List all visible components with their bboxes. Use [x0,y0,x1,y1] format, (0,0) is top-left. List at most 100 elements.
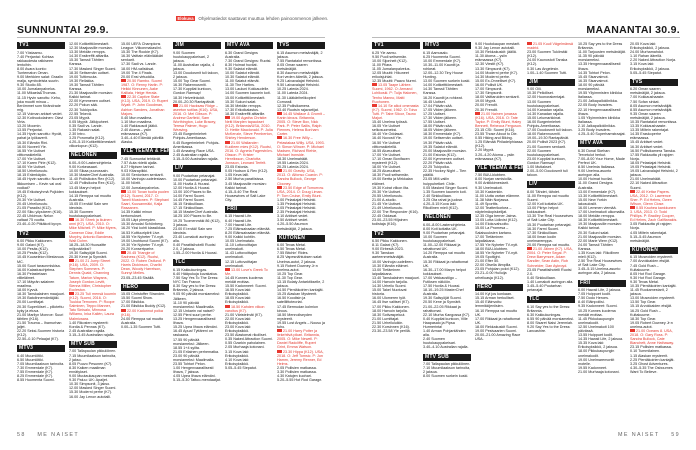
program-item: 21.05 Erilainen perhematka. [173,350,221,354]
program-text: 7.00 Tallapaulan pikkulöinen. [69,349,117,354]
program-text: 14.35 Kaikki minun kertomukset. [121,210,153,219]
program-text: 16.53 Kulttuuripiirit Live. [121,230,161,235]
program-text: 15.00 Takel Nuotuvat historia. [372,288,407,297]
film-marker-icon [277,329,282,333]
program-text: 16.35 Sisarvaimot. [578,78,609,83]
program-item: 16.30 Meidän rempps. [225,104,273,108]
program-text: 9.00 Antiikkimestarit. [475,181,509,186]
legend: Elokuva Ohjelmatiedot saattavat muuttua … [176,16,328,21]
program-text: 12.35 Olga berner Jaima. [475,214,517,219]
program-item: 7.55 Rantatalot remontissa. [277,59,325,63]
program-text: 13.00 Museoiden mysteerit. [630,296,676,301]
program-item: 3.15 Kova laki: Erikoisyksikkö, 2 jaksoa… [630,62,678,70]
program-item: 18.55 1+4 syilta. [173,346,221,350]
program-text: 20.00 Maajussille morsian. [423,148,467,153]
program-text: 21.00 Unelmahäät. [630,177,662,182]
listing-column: TVS 6.15 Asumon metsänäijät, 2 jaksoa. 7.5… [277,42,325,386]
program-item: 2.30 Intro. [69,132,117,136]
program-text: 9.00 Korkeasaari. [69,165,98,170]
program-item: 16.50 Yle Uutiset viittomakielellä. [372,141,420,149]
program-text: 9.25 Laivavalajat Helsinki. [277,79,320,84]
program-item: 13.00 Emmerdale (K7). [578,190,626,194]
program-item: 9.00 Oili. [527,87,575,91]
program-item: 15.30 The Rookie (K7). [121,50,169,54]
program-text: 5.05–5.45 Siepatut. [630,70,662,75]
program-item: 18.05 Kova laki: Erikoisyksikkö. [225,296,273,304]
program-item: 20.00 Remppa vai muutto. [527,243,575,247]
film-legend-tag: Elokuva [176,16,196,21]
film-marker-icon [69,259,74,263]
program-text: 2.40 Suomen huutokauppakeisari. [423,337,457,346]
program-item: 8.25 Emmerdale (K7). [17,374,65,378]
program-item: 9.00 Huutokaupan mestarit. [475,42,523,46]
program-text: 18.30 Top Gear. [630,316,657,321]
program-item: 15.05 Läpi pimeyden. [121,218,169,222]
program-item: 18.30 Sotivaspeluut. [372,313,420,317]
program-item: 15.35 Kova laki: Erikoisyksikkö, 2 jakso… [578,341,626,349]
program-text: 7.30 Grand Designs: Ruotsi. [225,58,272,63]
program-item: 20.20 Konsertparhe. [121,247,169,251]
program-item: 15.00 Lelumarkkinat. [527,116,575,120]
program-text: 18.00 Rekkakuskit Suomi. [475,324,518,329]
program-item: 12.00 Huonorakentajat. [527,95,575,99]
program-text: 13.45 Maryn helpot kokkaukset. [69,185,101,194]
channel-block: MTV3 6.15 Aamusalo. 6.25 Huomenta Suomi. 10… [423,42,471,210]
program-item: 22.00 Marie Wern (K12). [578,239,626,243]
program-item: 16.20 Kauniit ja rohkeat. [423,96,471,100]
program-item: 19.00 Agatha Christie: Neiti Marplen tap… [225,116,273,141]
program-text: 9.00 Galaxi (K7). [17,243,45,248]
program-item: 13.00 Tietäminen laipallakana. [372,268,420,276]
program-text: 16.00 Lemmen viemää. [578,205,617,210]
channel-header: JIM [527,78,575,86]
program-item: 14.00 Kotikeittiömestarit. [423,83,471,87]
film-marker-icon [121,95,126,99]
program-item: 19.35 Salatut elämät. [423,145,471,149]
program-text: 22.00 Kadonnut poika (K16). [121,308,163,317]
program-item: 16.00 Kalastusohjelma. [17,268,65,272]
program-text: 12.00 Huvila & Huussi. [173,185,211,190]
program-text: 10.00 Jumalanpalvelus. [17,87,56,92]
program-item: 23.05 Pohjolan polot (K12). [475,267,523,271]
program-item: 15.05 Christoffer Stranden. [121,292,169,296]
program-item: 19.55 Kadonneet. [578,366,626,370]
program-text: 21.00 Jalkapalloklinikka. [578,99,618,104]
program-text: 14.50 Pientäkoirien kantajät. [277,288,324,293]
program-text: 3.45 Maajussille morsian: Kaikki tarinat… [225,181,267,190]
program-item: 15.00 Kotikeittiömestarit. [225,96,273,100]
program-item: 14.15 Remppa vai muutto Australia. [69,194,117,202]
program-text: 20.30 Kene ja Synnärit. [69,255,108,260]
program-text: 20.30 Yle Uutiset. [372,189,402,194]
program-text: 19.30 Rellakka. [69,78,95,83]
program-text: 21.05 Erilainen perhematka. [173,349,220,354]
program-item: 19.30 Yle Nyheter TV-nytt. [121,243,169,247]
listing-column: TV1 6.25 Yle aamu. 9.50 Puoli seitsemän. 10… [372,42,420,337]
program-item: 11.45 Pikkukaupungin unelmakodit. [578,317,626,325]
program-text: 10.30 Salatut elämät. [225,75,260,80]
listing-column: 10.25 Say yes to the Dress Britannia. 11.… [578,42,626,378]
program-text: 15.00 New Yorkin lakosuloslit. [578,197,607,206]
film-marker-icon [225,267,230,271]
program-text: 11.45 Pikkukaupungin unelmakodit. [578,316,615,325]
program-item: 10.00 Vanhoja uudelleen. [372,260,420,264]
program-text: 18.15 Erämkäyän. [17,173,47,178]
program-text: 9.00 Merkkien salat: Graalin malja, symb… [17,75,63,84]
program-text: 2.50 Murha paratiisissa. [225,177,265,182]
program-text: 3.40–4.40 Elämää päivillä: Alaska. [121,136,165,145]
program-text: 0.55 Hiking and Biking. [475,136,513,141]
program-text: 9.00 Puutarhan petanajat. [173,173,216,178]
program-item: 21.00 Estonia (K12). [423,153,471,157]
program-text: 10.00 Huimat huvilat. [578,177,613,182]
program-item: 4.05 Upea lihava elämäni. [173,374,221,378]
program-item: 23.55 Those About to Die. [475,132,523,136]
program-text: 1.00 Hengenvaarallisesti lihava, 7 jakso… [173,366,214,375]
film-marker-icon [173,103,178,107]
program-text: 13.00 Suomen surkein kuski. [423,79,471,84]
program-text: 6.15 Hawaii Life. [225,214,253,219]
channel-block: JIM 9.00 Suomen huutokauppakeisari, 2 jak… [173,42,221,161]
program-item: 19.00 Unohtunut Suomi (K7). [121,239,169,243]
program-item: 16.55 Kova laki: Erikoisyksikkö. [225,288,273,296]
program-text: 16.30 Free Willy – Pelastakaa Willy. USA… [277,136,325,157]
program-text: 18.55 1+4 syilta. [173,345,200,350]
program-text: 10.30 Pellolliset. [527,91,554,96]
program-text: 19.05 Spotlight. [475,255,501,260]
